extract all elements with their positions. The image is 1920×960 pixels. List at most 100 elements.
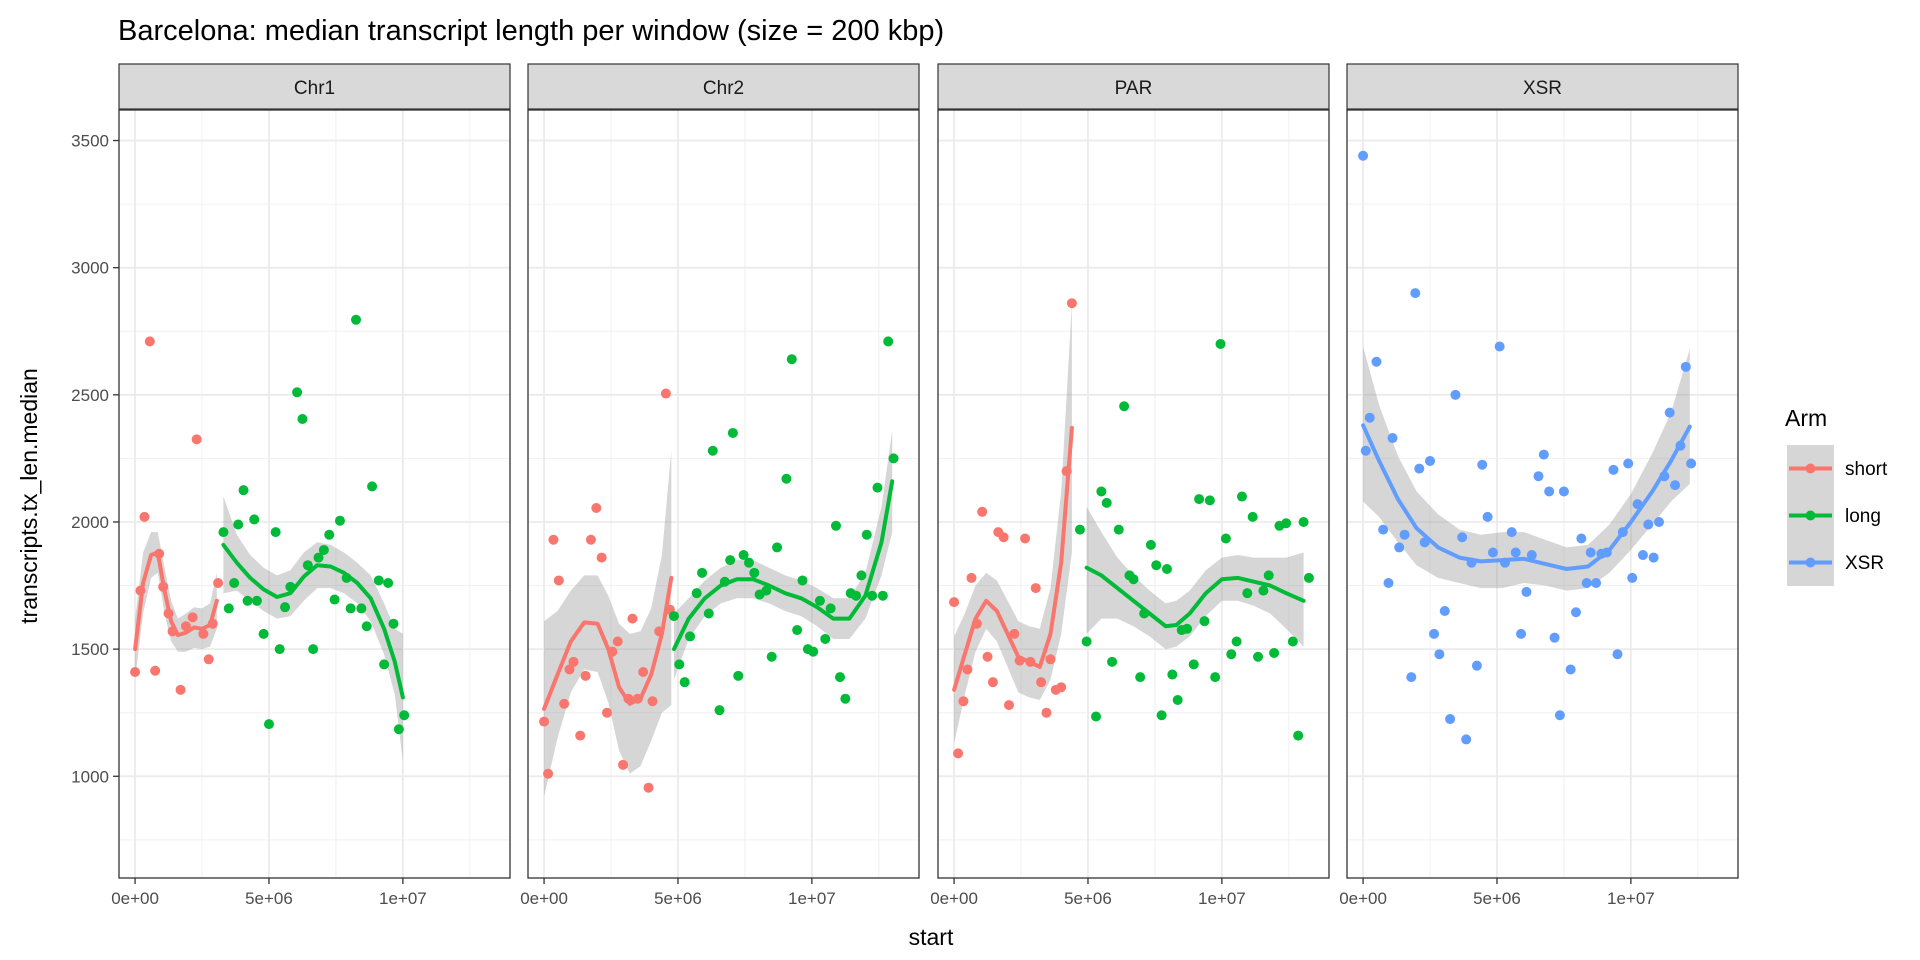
data-point [1145, 539, 1156, 550]
data-point [1450, 389, 1461, 400]
data-point [647, 696, 658, 707]
data-point [738, 550, 749, 561]
y-tick-label: 1500 [71, 640, 109, 659]
data-point [1429, 628, 1440, 639]
data-point [1167, 669, 1178, 680]
x-tick-label: 0e+00 [930, 889, 978, 908]
data-point [1494, 341, 1505, 352]
data-point [334, 515, 345, 526]
data-point [679, 677, 690, 688]
legend-key-point [1805, 463, 1816, 474]
data-point [379, 659, 390, 670]
data-point [808, 646, 819, 657]
data-point [1585, 547, 1596, 558]
data-point [1003, 700, 1014, 711]
data-point [1410, 288, 1421, 299]
data-point [393, 724, 404, 735]
data-point [1670, 480, 1681, 491]
facet-strip [1346, 63, 1739, 110]
data-point [1056, 682, 1067, 693]
series-short [130, 336, 224, 695]
data-point [1020, 533, 1031, 544]
data-point [1482, 511, 1493, 522]
facet-panel-par: PAR 0e+00 5e+06 1e+07 [930, 63, 1330, 908]
data-point [958, 696, 969, 707]
data-point [668, 611, 679, 622]
data-point [786, 354, 797, 365]
series-long [1074, 338, 1314, 741]
data-point [191, 434, 202, 445]
panel-border [1346, 109, 1739, 879]
data-point [1538, 449, 1549, 460]
data-point [749, 567, 760, 578]
data-point [966, 572, 977, 583]
data-point [1236, 491, 1247, 502]
data-point [1439, 605, 1450, 616]
data-point [1371, 356, 1382, 367]
data-point [1036, 677, 1047, 688]
data-point [1414, 463, 1425, 474]
facet-strip-label: PAR [1115, 78, 1153, 99]
data-point [1399, 529, 1410, 540]
data-point [1045, 654, 1056, 665]
data-point [1074, 524, 1085, 535]
data-point [1096, 486, 1107, 497]
x-tick-label: 5e+06 [245, 889, 293, 908]
data-point [1041, 707, 1052, 718]
data-point [834, 672, 845, 683]
data-point [888, 453, 899, 464]
data-point [781, 473, 792, 484]
data-point [1608, 464, 1619, 475]
data-point [1581, 578, 1592, 589]
panel-grid [119, 110, 510, 878]
data-point [612, 636, 623, 647]
data-point [263, 719, 274, 730]
panel-grid [528, 110, 919, 878]
y-axis: 1000 1500 2000 2500 3000 3500 [71, 132, 119, 786]
data-point [1576, 533, 1587, 544]
legend-label: long [1845, 506, 1881, 527]
data-point [851, 590, 862, 601]
data-point [766, 651, 777, 662]
data-point [1220, 533, 1231, 544]
data-point [703, 608, 714, 619]
legend-item-long: long [1787, 492, 1881, 539]
data-point [1161, 564, 1172, 575]
x-tick-label: 0e+00 [520, 889, 568, 908]
data-point [548, 534, 559, 545]
panel-grid [938, 110, 1329, 878]
confidence-ribbon [954, 303, 1072, 744]
confidence-ribbon [1363, 346, 1690, 591]
y-tick-label: 3500 [71, 132, 109, 151]
data-point [1081, 636, 1092, 647]
data-point [1565, 664, 1576, 675]
data-point [1510, 547, 1521, 558]
legend-key-point [1805, 510, 1816, 521]
panel-content [949, 298, 1314, 759]
data-point [361, 621, 372, 632]
smooth-line [672, 479, 895, 652]
data-point [1258, 585, 1269, 596]
facet-panel-chr1: Chr1 0e+00 5e+06 1e+07 [111, 63, 511, 908]
data-point [1204, 495, 1215, 506]
data-point [1199, 616, 1210, 627]
data-point [1461, 734, 1472, 745]
panel-background [119, 110, 510, 878]
data-point [1680, 361, 1691, 372]
data-point [1637, 550, 1648, 561]
data-point [1030, 583, 1041, 594]
data-point [685, 631, 696, 642]
legend-label: short [1845, 459, 1888, 480]
data-point [1387, 433, 1398, 444]
data-point [953, 748, 964, 759]
data-point [727, 427, 738, 438]
facet-strip-label: Chr1 [294, 78, 335, 99]
data-point [1383, 578, 1394, 589]
data-point [1101, 497, 1112, 508]
data-point [1287, 636, 1298, 647]
data-point [223, 603, 234, 614]
smooth-line [1361, 423, 1692, 571]
y-tick-label: 1000 [71, 767, 109, 786]
data-point [539, 716, 550, 727]
